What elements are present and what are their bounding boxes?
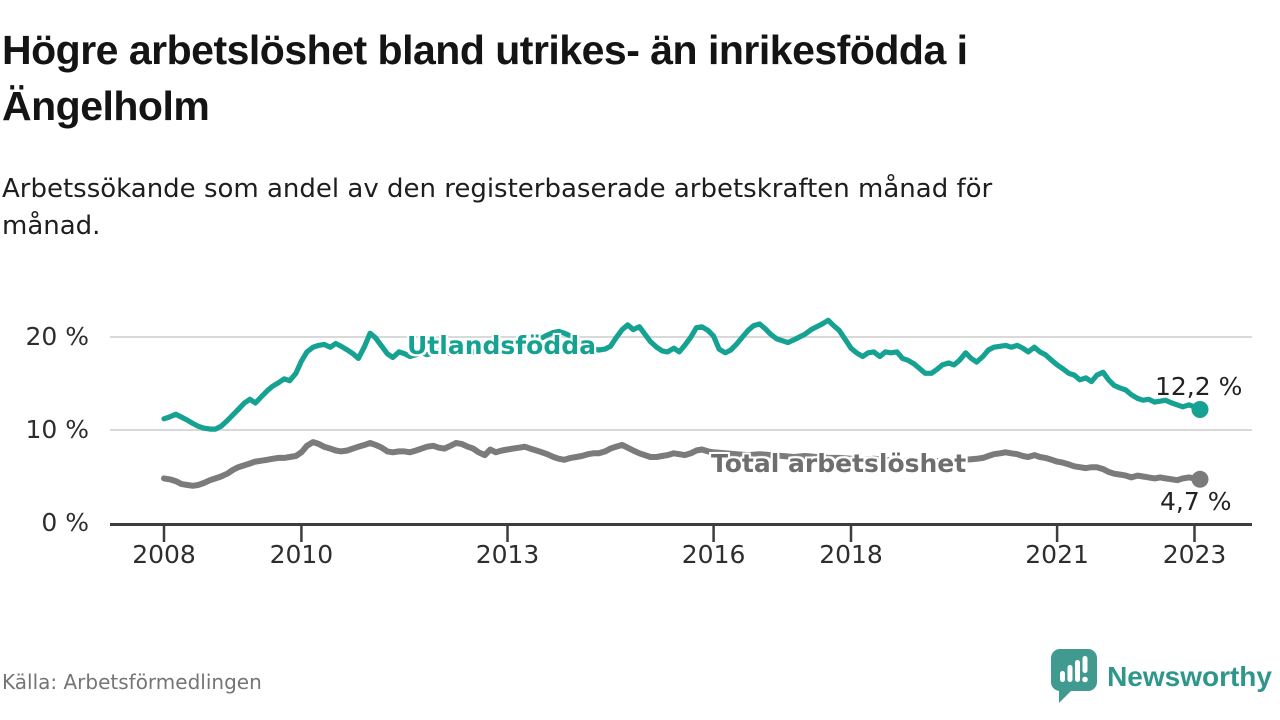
y-tick-label: 10 % [25,415,89,444]
chart-subtitle-line-1: Arbetssökande som andel av den registerb… [2,174,993,204]
x-tick-label: 2018 [819,540,883,569]
page-title-line-1: Högre arbetslöshet bland utrikes- än inr… [2,27,968,73]
speech-bubble-bar-chart-icon [1051,649,1098,703]
source-note: Källa: Arbetsförmedlingen [2,670,262,694]
end-value-label-total: 4,7 % [1160,487,1232,516]
page-title: Högre arbetslöshet bland utrikes- än inr… [2,22,1242,134]
y-tick-label: 20 % [25,322,89,351]
x-tick-label: 2021 [1025,540,1089,569]
x-tick-label: 2016 [681,540,746,569]
chart-subtitle: Arbetssökande som andel av den registerb… [2,171,1202,245]
newsworthy-wordmark: Newsworthy [1107,661,1272,692]
chart-subtitle-line-2: månad. [2,211,101,241]
series-label-total-arbetsloshet: Total arbetslöshet [711,449,967,478]
end-value-label-utlandsfodda: 12,2 % [1155,372,1243,401]
x-tick-label: 2013 [475,540,540,569]
x-tick-label: 2010 [269,540,334,569]
page-title-line-2: Ängelholm [2,83,210,129]
x-tick-label: 2008 [132,540,196,569]
x-tick-label: 2023 [1162,540,1227,569]
series-line-0 [161,317,1203,432]
y-tick-label: 0 % [41,508,89,537]
series-line-1 [161,439,1203,489]
newsworthy-branding: Newsworthy [1051,648,1272,704]
series-end-dot-1 [1191,470,1209,488]
series-end-dot-0 [1191,401,1209,418]
series-label-utlandsfodda: Utlandsfödda [407,331,596,360]
